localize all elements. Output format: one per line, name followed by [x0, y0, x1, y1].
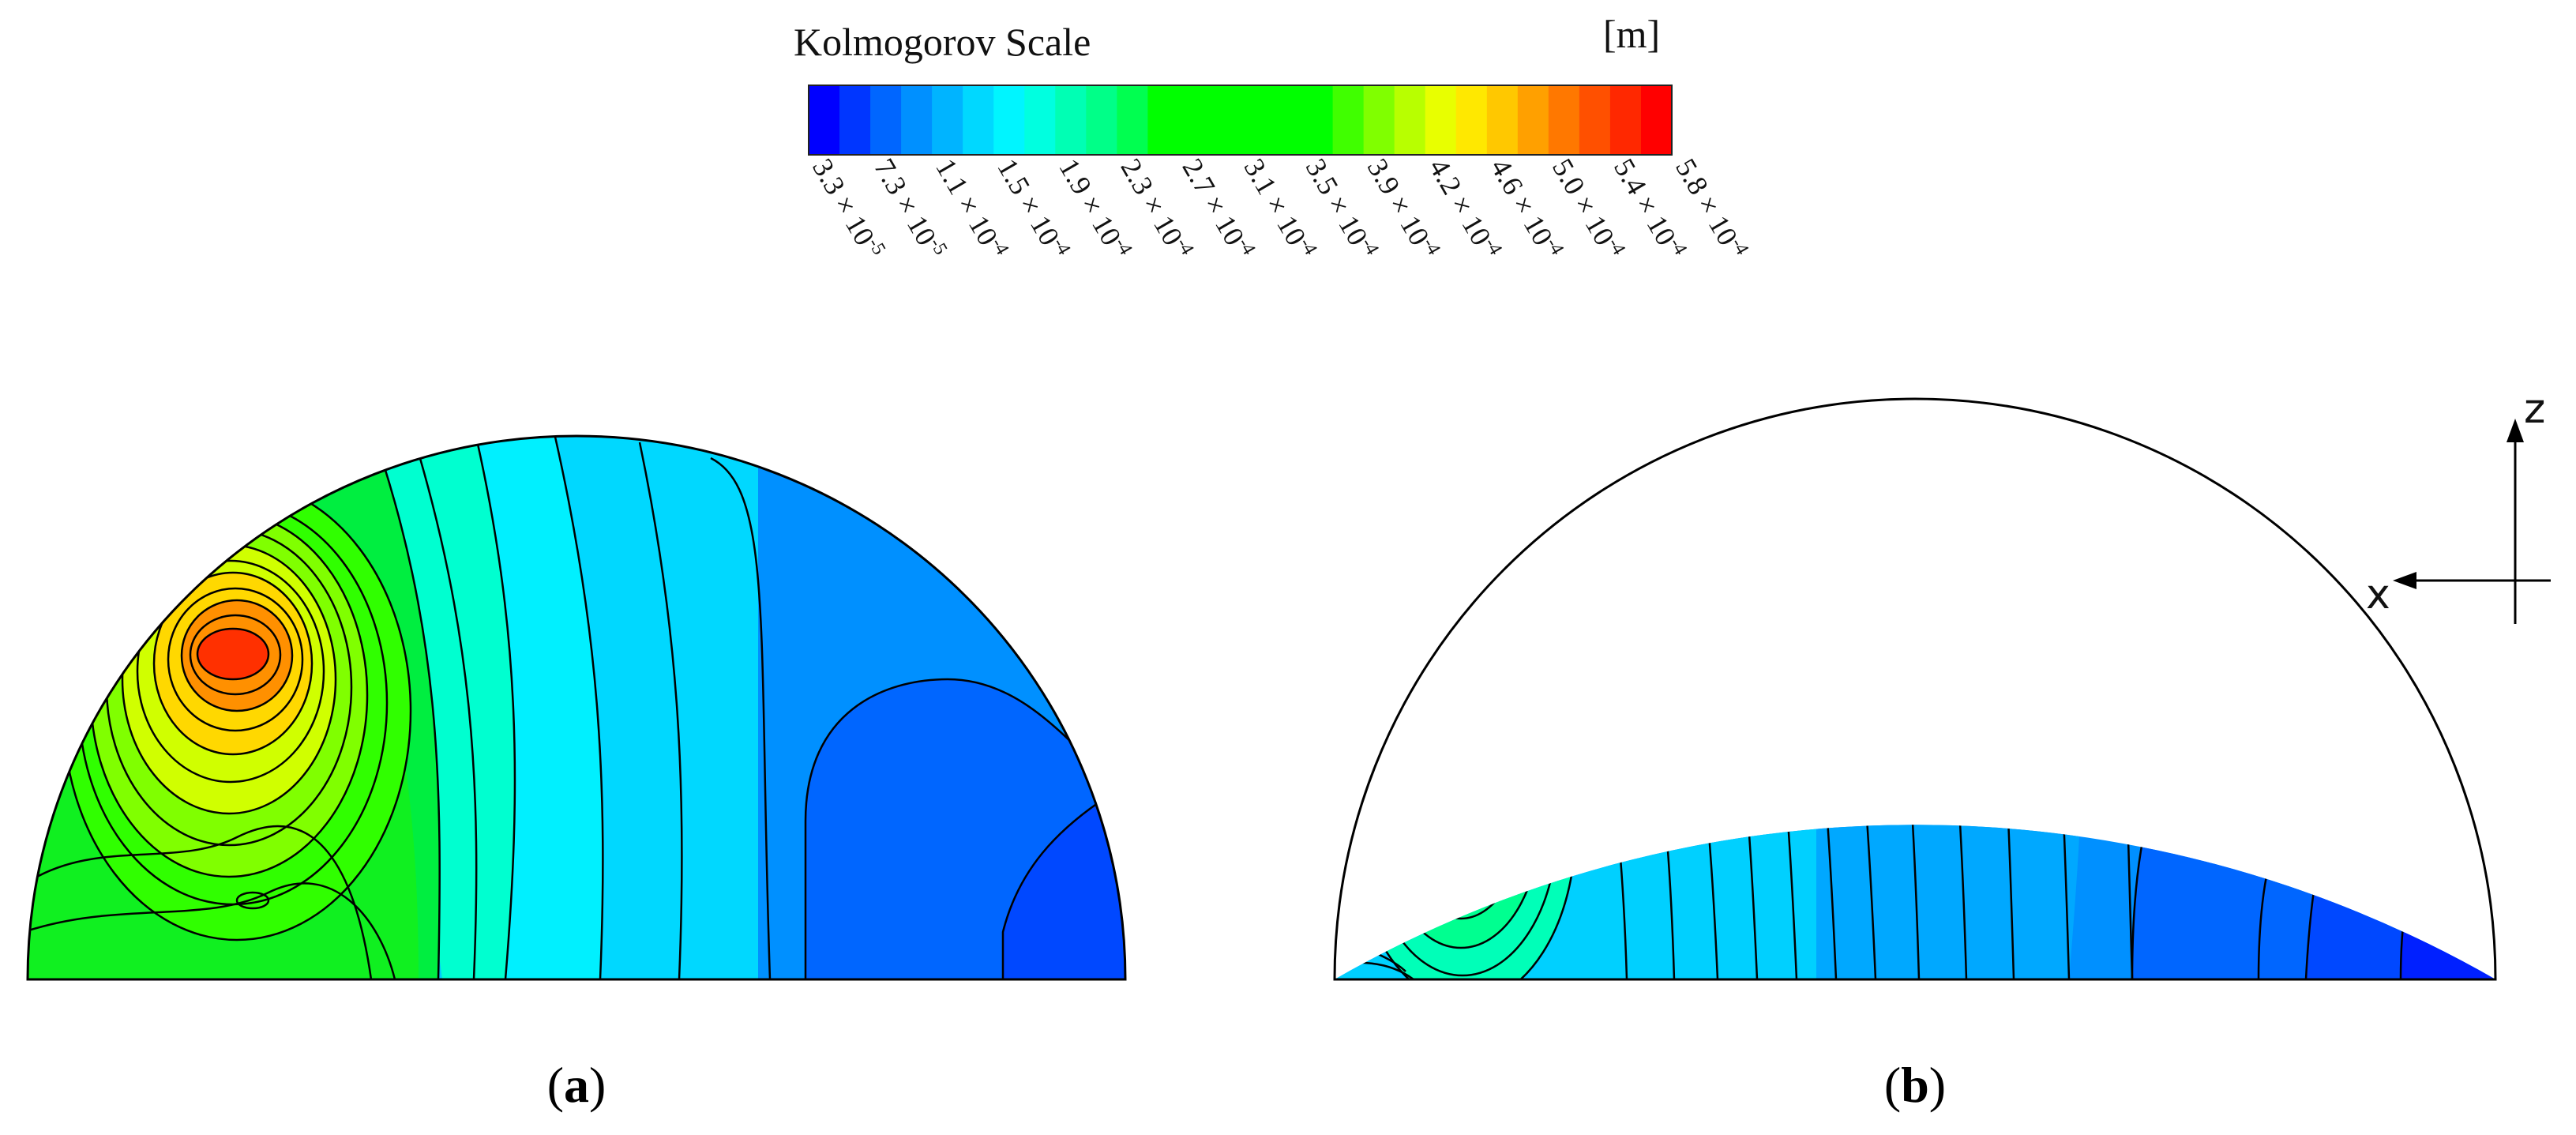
colorbar-swatch [1609, 85, 1642, 155]
colorbar-swatch [1579, 85, 1611, 155]
colorbar-swatch [1425, 85, 1457, 155]
colorbar-swatches [809, 85, 1673, 155]
colorbar-swatch [1209, 85, 1241, 155]
panel-a-label: (a) [547, 1057, 606, 1113]
panel-a-letter: a [564, 1057, 589, 1113]
colorbar-swatch [1486, 85, 1519, 155]
colorbar-swatch [1178, 85, 1211, 155]
colorbar-swatch [1055, 85, 1087, 155]
colorbar-swatch [809, 85, 840, 155]
colorbar-swatch [1086, 85, 1117, 155]
colorbar-swatch [1240, 85, 1272, 155]
x-arrowhead-icon [2393, 572, 2416, 589]
colorbar-swatch [1394, 85, 1426, 155]
colorbar-swatch [932, 85, 963, 155]
panel-a-contour [26, 434, 1127, 981]
panel-b-letter: b [1901, 1057, 1929, 1113]
colorbar-swatch [1117, 85, 1148, 155]
x-axis-label: x [2366, 571, 2390, 618]
colorbar-swatch [1455, 85, 1488, 155]
panel-b-outline [1333, 397, 2497, 981]
colorbar-swatch [993, 85, 1025, 155]
colorbar-swatch [1301, 85, 1334, 155]
z-axis-label: z [2524, 385, 2545, 433]
colorbar-swatch [870, 85, 902, 155]
colorbar-unit: [m] [1603, 12, 1660, 56]
colorbar-swatch [1332, 85, 1365, 155]
panel-b-contour [1333, 397, 2497, 981]
colorbar-swatch [1640, 85, 1673, 155]
colorbar-swatch [1548, 85, 1580, 155]
colorbar-swatch [1147, 85, 1180, 155]
colorbar-tick-labels: 3.3 × 10-57.3 × 10-51.1 × 10-41.5 × 10-4… [806, 153, 1752, 258]
colorbar-title: Kolmogorov Scale [794, 20, 1091, 64]
colorbar-swatch [1363, 85, 1395, 155]
colorbar-swatch [1517, 85, 1549, 155]
colorbar-swatch [1271, 85, 1303, 155]
colorbar: Kolmogorov Scale [m] 3.3 × 10-57.3 × 10-… [794, 12, 1752, 258]
panel-b-label: (b) [1884, 1057, 1946, 1113]
coordinate-axes: z x [2366, 385, 2551, 624]
z-arrowhead-icon [2507, 419, 2524, 442]
colorbar-swatch [1024, 85, 1056, 155]
panel-a-outline [26, 434, 1127, 981]
colorbar-swatch [839, 85, 871, 155]
colorbar-swatch [901, 85, 933, 155]
colorbar-swatch [963, 85, 994, 155]
colorbar-frame [808, 85, 1673, 156]
